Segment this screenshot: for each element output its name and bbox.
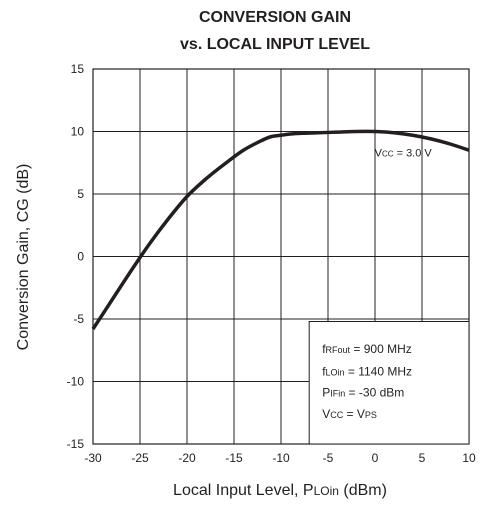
x-axis-label: Local Input Level, PLOin (dBm) — [173, 482, 387, 499]
plot-frame — [92, 68, 470, 445]
x-axis-label-subscript: LOin — [314, 484, 339, 498]
x-tick-label: -5 — [323, 451, 334, 465]
x-tick-label: -30 — [84, 451, 102, 465]
x-tick-label: -20 — [178, 451, 196, 465]
y-tick-label: -15 — [67, 437, 85, 451]
condition-line: VCC = VPS — [322, 407, 377, 421]
x-axis-label-unit: (dBm) — [339, 482, 387, 499]
condition-line: fRFout = 900 MHz — [322, 342, 412, 356]
condition-line: PIFin = -30 dBm — [322, 386, 404, 400]
vcc-label: VCC = 3.0 V — [375, 148, 433, 160]
x-tick-label: -25 — [131, 451, 149, 465]
y-tick-label: 5 — [77, 187, 84, 201]
condition-text: = 900 MHz — [350, 342, 412, 356]
curve-label: VCC = 3.0 V — [375, 148, 433, 160]
y-tick-label: -5 — [73, 312, 84, 326]
condition-subscript: IFin — [330, 389, 345, 399]
y-tick-label: -10 — [67, 375, 85, 389]
x-tick-label: 5 — [419, 451, 426, 465]
y-tick-labels: 15 10 5 0 -5 -10 -15 — [67, 62, 85, 451]
chart-title-line-1: CONVERSION GAIN — [199, 9, 351, 26]
condition-subscript: RFout — [326, 345, 351, 355]
y-tick-label: 15 — [71, 62, 85, 76]
condition-subscript: PS — [365, 410, 377, 420]
chart-title-line-2: vs. LOCAL INPUT LEVEL — [180, 36, 370, 53]
conditions-panel — [308, 321, 470, 445]
condition-text: = V — [343, 407, 365, 421]
series-curves — [91, 129, 470, 330]
condition-text: = 1140 MHz — [345, 364, 412, 378]
x-axis-label-main: Local Input Level, P — [173, 482, 314, 499]
x-tick-label: -10 — [272, 451, 290, 465]
y-tick-label: 10 — [71, 125, 85, 139]
vcc-text: V — [375, 148, 383, 160]
x-tick-label: 0 — [372, 451, 379, 465]
vcc-subscript: CC — [382, 150, 394, 159]
x-tick-label: 10 — [462, 451, 476, 465]
y-tick-label: 0 — [77, 250, 84, 264]
y-axis-label: Conversion Gain, CG (dB) — [15, 164, 32, 351]
x-tick-labels: -30 -25 -20 -15 -10 -5 0 5 10 — [84, 451, 476, 465]
x-tick-label: -15 — [225, 451, 243, 465]
gain-curve — [91, 129, 470, 330]
condition-text: = -30 dBm — [345, 386, 404, 400]
condition-text: V — [322, 407, 330, 421]
condition-text: P — [322, 386, 330, 400]
vcc-text: = 3.0 V — [394, 148, 433, 160]
condition-line: fLOin = 1140 MHz — [322, 364, 412, 378]
condition-subscript: CC — [330, 410, 343, 420]
condition-subscript: LOin — [326, 367, 345, 377]
condition-text: f — [322, 364, 326, 378]
condition-text: f — [322, 342, 326, 356]
